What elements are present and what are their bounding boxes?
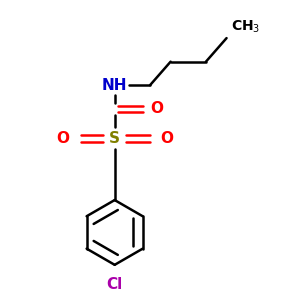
Text: Cl: Cl xyxy=(106,277,123,292)
Text: NH: NH xyxy=(102,78,128,93)
Text: O: O xyxy=(150,101,163,116)
Text: O: O xyxy=(160,131,173,146)
Text: CH$_3$: CH$_3$ xyxy=(231,19,260,35)
Text: O: O xyxy=(56,131,69,146)
Text: S: S xyxy=(109,131,120,146)
